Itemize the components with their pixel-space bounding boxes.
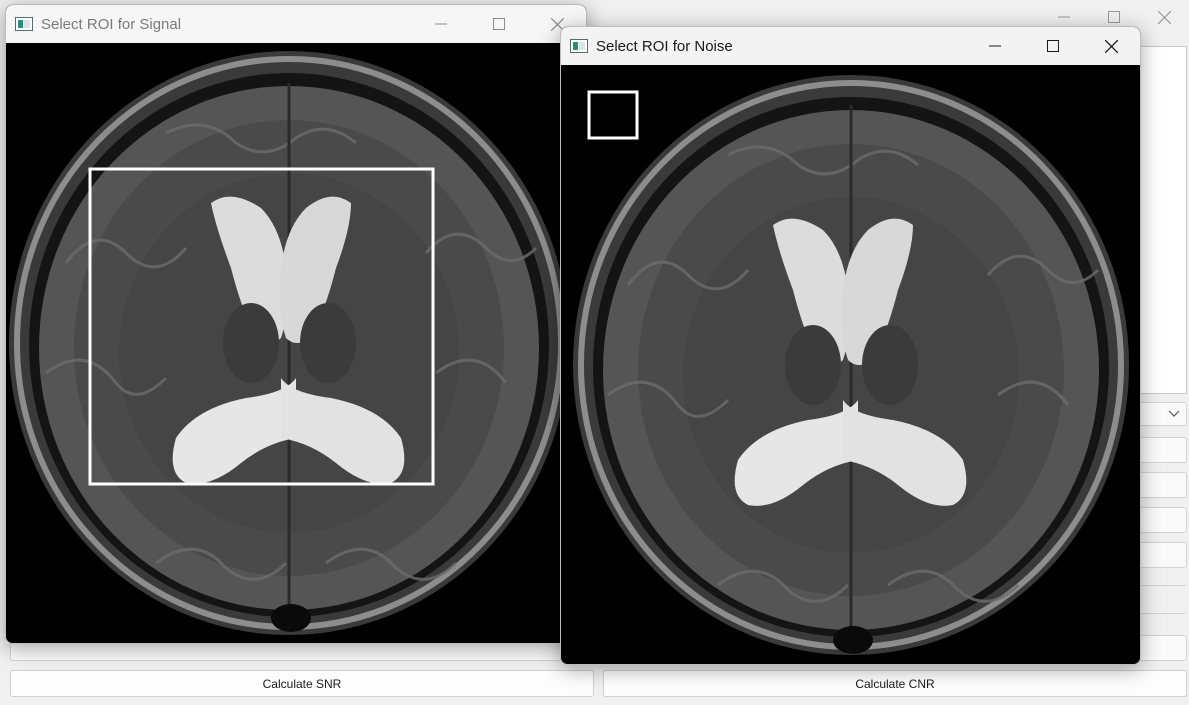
noise-window-controls [966,27,1140,65]
brain-mri-image [6,43,586,643]
noise-window-titlebar[interactable]: Select ROI for Noise [561,27,1140,65]
main-maximize-button[interactable] [1089,0,1139,34]
signal-minimize-button[interactable] [412,5,470,43]
noise-roi-window[interactable]: Select ROI for Noise [560,26,1141,665]
signal-image-canvas[interactable] [6,43,586,643]
minimize-icon [989,45,1001,47]
calculate-cnr-button[interactable]: Calculate CNR [603,670,1187,697]
divider-2 [1100,613,1185,614]
noise-roi-rectangle[interactable] [587,90,639,140]
close-icon [1157,10,1171,24]
minimize-icon [435,23,447,25]
calculate-snr-button[interactable]: Calculate SNR [10,670,594,697]
maximize-icon [1108,11,1120,23]
signal-maximize-button[interactable] [470,5,528,43]
signal-roi-rectangle[interactable] [88,167,435,486]
close-icon [1104,39,1118,53]
chevron-down-icon [1168,410,1180,417]
brain-mri-image [561,65,1140,664]
signal-roi-window[interactable]: Select ROI for Signal [5,4,587,644]
main-caption-controls [1039,0,1189,34]
noise-window-title: Select ROI for Noise [596,37,733,55]
maximize-icon [493,18,505,30]
signal-window-titlebar[interactable]: Select ROI for Signal [6,5,586,43]
app-window-icon [570,39,588,53]
main-close-button[interactable] [1139,0,1189,34]
noise-maximize-button[interactable] [1024,27,1082,65]
app-window-icon [15,17,33,31]
noise-close-button[interactable] [1082,27,1140,65]
noise-minimize-button[interactable] [966,27,1024,65]
noise-image-canvas[interactable] [561,65,1140,664]
maximize-icon [1047,40,1059,52]
signal-window-title: Select ROI for Signal [41,15,182,33]
divider-1 [1100,585,1185,586]
minimize-icon [1058,16,1070,18]
main-minimize-button[interactable] [1039,0,1089,34]
